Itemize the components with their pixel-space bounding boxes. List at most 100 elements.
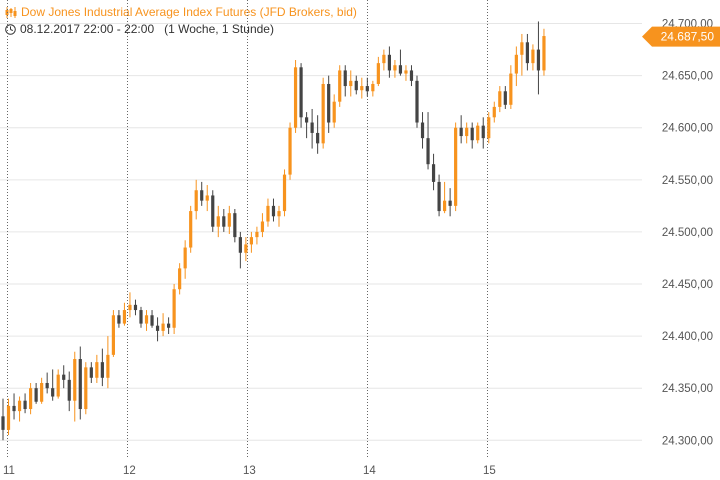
candle-body bbox=[12, 405, 16, 412]
candle-body bbox=[321, 83, 325, 144]
candle-body bbox=[398, 65, 403, 74]
candle bbox=[321, 77, 325, 149]
candle-body bbox=[426, 138, 430, 165]
candle bbox=[448, 188, 452, 217]
candle-body bbox=[233, 213, 237, 238]
candle-body bbox=[200, 190, 204, 201]
candle bbox=[310, 108, 314, 149]
candle bbox=[376, 56, 380, 87]
candle bbox=[178, 263, 182, 295]
candle bbox=[327, 75, 331, 133]
candle bbox=[316, 115, 320, 154]
candle-body bbox=[106, 354, 110, 378]
candle-body bbox=[459, 127, 463, 137]
candle-body bbox=[448, 200, 452, 206]
candle-body bbox=[133, 304, 138, 311]
candle-body bbox=[128, 304, 132, 311]
candle bbox=[288, 122, 292, 180]
candle-body bbox=[514, 54, 518, 74]
candle bbox=[205, 185, 209, 212]
candle-body bbox=[536, 49, 541, 71]
candle-body bbox=[387, 54, 391, 71]
candle bbox=[476, 122, 480, 144]
candle bbox=[260, 213, 265, 238]
candle bbox=[84, 362, 88, 415]
candle bbox=[122, 302, 127, 326]
candle bbox=[1, 398, 5, 441]
candle bbox=[520, 33, 524, 76]
candle bbox=[487, 112, 491, 144]
candle-body bbox=[349, 80, 353, 87]
candle-body bbox=[89, 367, 93, 378]
candle-body bbox=[525, 42, 529, 64]
x-tick-label: 12 bbox=[123, 465, 136, 477]
candle bbox=[299, 63, 303, 128]
candle bbox=[338, 65, 342, 107]
candle-body bbox=[172, 289, 176, 328]
candle-body bbox=[371, 83, 375, 92]
candle-body bbox=[117, 315, 121, 324]
candle bbox=[211, 190, 215, 232]
x-tick-label: 11 bbox=[3, 465, 15, 477]
candle bbox=[354, 75, 358, 95]
candle bbox=[542, 28, 546, 76]
candle bbox=[6, 398, 11, 436]
candle-body bbox=[393, 65, 397, 71]
day-separators bbox=[7, 0, 488, 458]
candle bbox=[509, 65, 513, 109]
candle bbox=[498, 86, 502, 113]
candle bbox=[56, 369, 60, 399]
y-tick-label: 24.300,00 bbox=[662, 435, 713, 447]
candle bbox=[34, 382, 38, 404]
candle-body bbox=[40, 382, 44, 402]
candle bbox=[244, 237, 248, 262]
candle-body bbox=[343, 70, 347, 87]
candle-body bbox=[111, 315, 115, 355]
candle-body bbox=[492, 106, 496, 118]
candle-body bbox=[299, 67, 303, 118]
candle bbox=[343, 65, 347, 97]
candle-body bbox=[45, 382, 49, 389]
candle bbox=[360, 77, 364, 99]
candle bbox=[183, 240, 187, 279]
candle bbox=[282, 169, 287, 217]
candle bbox=[45, 372, 49, 394]
candle-body bbox=[29, 388, 33, 410]
last-price-label: 24.687,50 bbox=[661, 30, 715, 44]
candle bbox=[89, 362, 93, 383]
candle-body bbox=[260, 221, 265, 232]
candle bbox=[382, 49, 386, 71]
candle-body bbox=[222, 216, 226, 227]
candle-body bbox=[255, 231, 259, 238]
candle-body bbox=[266, 205, 270, 222]
candle-body bbox=[211, 195, 215, 227]
candle-body bbox=[503, 91, 507, 105]
candle-body bbox=[316, 132, 320, 144]
y-tick-label: 24.450,00 bbox=[662, 279, 713, 291]
candle bbox=[398, 49, 403, 76]
x-tick-label: 13 bbox=[243, 465, 256, 477]
last-price-badge: 24.687,50 bbox=[642, 26, 720, 47]
candle bbox=[531, 44, 535, 71]
candle bbox=[67, 371, 71, 412]
candle-body bbox=[189, 211, 193, 248]
candle-body bbox=[443, 200, 447, 212]
candle-body bbox=[404, 70, 408, 74]
candle bbox=[404, 65, 408, 81]
candle bbox=[200, 181, 204, 206]
candle-body bbox=[338, 70, 342, 102]
y-tick-label: 24.350,00 bbox=[662, 383, 713, 395]
candle-body bbox=[487, 117, 491, 139]
candle bbox=[503, 86, 507, 109]
candle bbox=[40, 377, 44, 404]
candle-body bbox=[227, 213, 231, 227]
candle-body bbox=[454, 127, 458, 206]
candle-body bbox=[62, 374, 66, 380]
candle bbox=[139, 306, 143, 328]
candle bbox=[415, 75, 419, 128]
candle-body bbox=[481, 125, 485, 139]
candle bbox=[111, 310, 115, 357]
candle bbox=[536, 21, 541, 95]
candle bbox=[227, 205, 231, 234]
